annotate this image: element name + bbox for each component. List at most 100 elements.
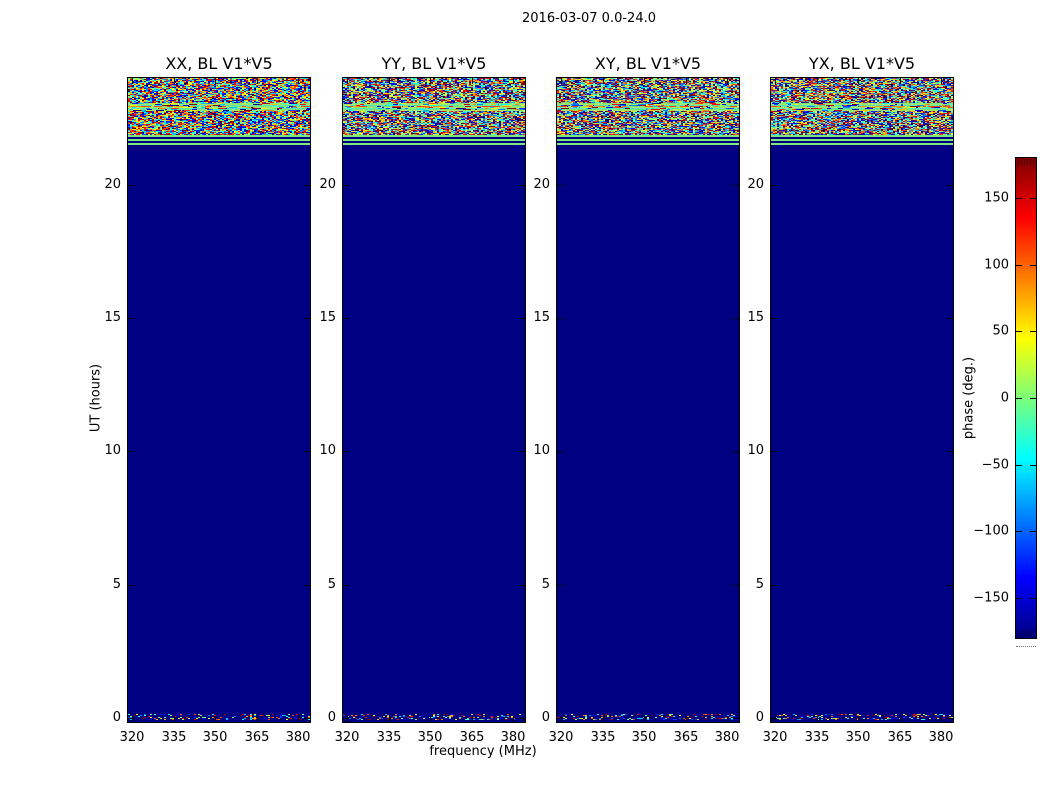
- tick-mark: [817, 716, 818, 722]
- tick-mark: [733, 318, 739, 319]
- y-tick-label: 0: [541, 709, 550, 725]
- tick-mark: [347, 716, 348, 722]
- colorbar: 150 100 50 0 −50 −100 −150: [973, 157, 1037, 639]
- panel-title: YY, BL V1*V5: [381, 54, 487, 73]
- tick-mark: [304, 585, 310, 586]
- tick-mark: [1016, 531, 1022, 532]
- tick-mark: [771, 718, 777, 719]
- panel-title: XY, BL V1*V5: [594, 54, 702, 73]
- panel-heatmap-canvas: [128, 78, 310, 722]
- x-tick-label: 320: [762, 730, 788, 745]
- tick-mark: [343, 451, 349, 452]
- tick-mark: [174, 716, 175, 722]
- tick-mark: [947, 585, 953, 586]
- y-tick-label: 10: [747, 442, 764, 458]
- tick-mark: [947, 718, 953, 719]
- tick-mark: [1030, 398, 1036, 399]
- x-tick-label: 320: [119, 730, 145, 745]
- tick-mark: [343, 585, 349, 586]
- tick-mark: [1016, 398, 1022, 399]
- y-tick-label: 0: [112, 709, 121, 725]
- tick-mark: [304, 185, 310, 186]
- tick-mark: [215, 716, 216, 722]
- figure-suptitle: 2016-03-07 0.0-24.0: [522, 11, 656, 26]
- tick-mark: [257, 78, 258, 84]
- tick-mark: [557, 185, 563, 186]
- tick-mark: [1016, 198, 1022, 199]
- panel-title: YX, BL V1*V5: [808, 54, 916, 73]
- tick-mark: [561, 78, 562, 84]
- tick-mark: [304, 318, 310, 319]
- colorbar-tick-label: −100: [973, 523, 1009, 539]
- panel-xx: XX, BL V1*V5 0 5 10 15 20 320 335 350 365 380: [104, 54, 311, 745]
- tick-mark: [686, 716, 687, 722]
- tick-mark: [513, 78, 514, 84]
- panel-heatmap-canvas: [343, 78, 525, 722]
- panel-yy: YY, BL V1*V5 0 5 10 15 20 320 335 350 365 380: [319, 54, 526, 745]
- colorbar-tick-label: 150: [984, 190, 1009, 206]
- tick-mark: [343, 185, 349, 186]
- tick-mark: [557, 718, 563, 719]
- y-tick-label: 10: [533, 442, 550, 458]
- tick-mark: [128, 585, 134, 586]
- tick-mark: [343, 318, 349, 319]
- tick-mark: [771, 185, 777, 186]
- tick-mark: [430, 78, 431, 84]
- tick-mark: [771, 585, 777, 586]
- x-tick-label: 380: [928, 730, 954, 745]
- tick-mark: [686, 78, 687, 84]
- x-tick-label: 350: [417, 730, 443, 745]
- tick-mark: [128, 318, 134, 319]
- y-tick-label: 5: [112, 576, 121, 592]
- tick-mark: [947, 451, 953, 452]
- tick-mark: [132, 78, 133, 84]
- tick-mark: [389, 78, 390, 84]
- tick-mark: [1016, 265, 1022, 266]
- tick-mark: [343, 718, 349, 719]
- panel-heatmap-canvas: [557, 78, 739, 722]
- tick-mark: [557, 585, 563, 586]
- colorbar-label: phase (deg.): [961, 356, 977, 440]
- tick-mark: [733, 718, 739, 719]
- tick-mark: [298, 716, 299, 722]
- y-tick-label: 10: [319, 442, 336, 458]
- y-axis-label: UT (hours): [88, 363, 104, 433]
- panel-yx: YX, BL V1*V5 0 5 10 15 20 320 335 350 365 380: [747, 54, 954, 745]
- tick-mark: [472, 78, 473, 84]
- y-tick-label: 10: [104, 442, 121, 458]
- tick-mark: [947, 185, 953, 186]
- tick-mark: [1030, 531, 1036, 532]
- x-tick-label: 335: [804, 730, 830, 745]
- y-tick-label: 20: [104, 176, 121, 192]
- tick-mark: [644, 78, 645, 84]
- tick-mark: [298, 78, 299, 84]
- tick-mark: [519, 318, 525, 319]
- tick-mark: [900, 716, 901, 722]
- tick-mark: [817, 78, 818, 84]
- x-tick-label: 335: [590, 730, 616, 745]
- tick-mark: [519, 585, 525, 586]
- tick-mark: [132, 716, 133, 722]
- tick-mark: [347, 78, 348, 84]
- tick-mark: [900, 78, 901, 84]
- x-tick-label: 350: [202, 730, 228, 745]
- tick-mark: [771, 451, 777, 452]
- tick-mark: [215, 78, 216, 84]
- tick-mark: [603, 78, 604, 84]
- x-tick-label: 380: [714, 730, 740, 745]
- y-tick-label: 15: [104, 309, 121, 325]
- y-tick-label: 0: [327, 709, 336, 725]
- x-tick-label: 380: [500, 730, 526, 745]
- tick-mark: [1016, 598, 1022, 599]
- tick-mark: [472, 716, 473, 722]
- tick-mark: [519, 185, 525, 186]
- y-tick-label: 20: [533, 176, 550, 192]
- y-tick-label: 20: [319, 176, 336, 192]
- tick-mark: [941, 78, 942, 84]
- x-tick-label: 320: [334, 730, 360, 745]
- tick-mark: [557, 451, 563, 452]
- x-tick-label: 380: [285, 730, 311, 745]
- x-tick-label: 335: [161, 730, 187, 745]
- tick-mark: [1030, 465, 1036, 466]
